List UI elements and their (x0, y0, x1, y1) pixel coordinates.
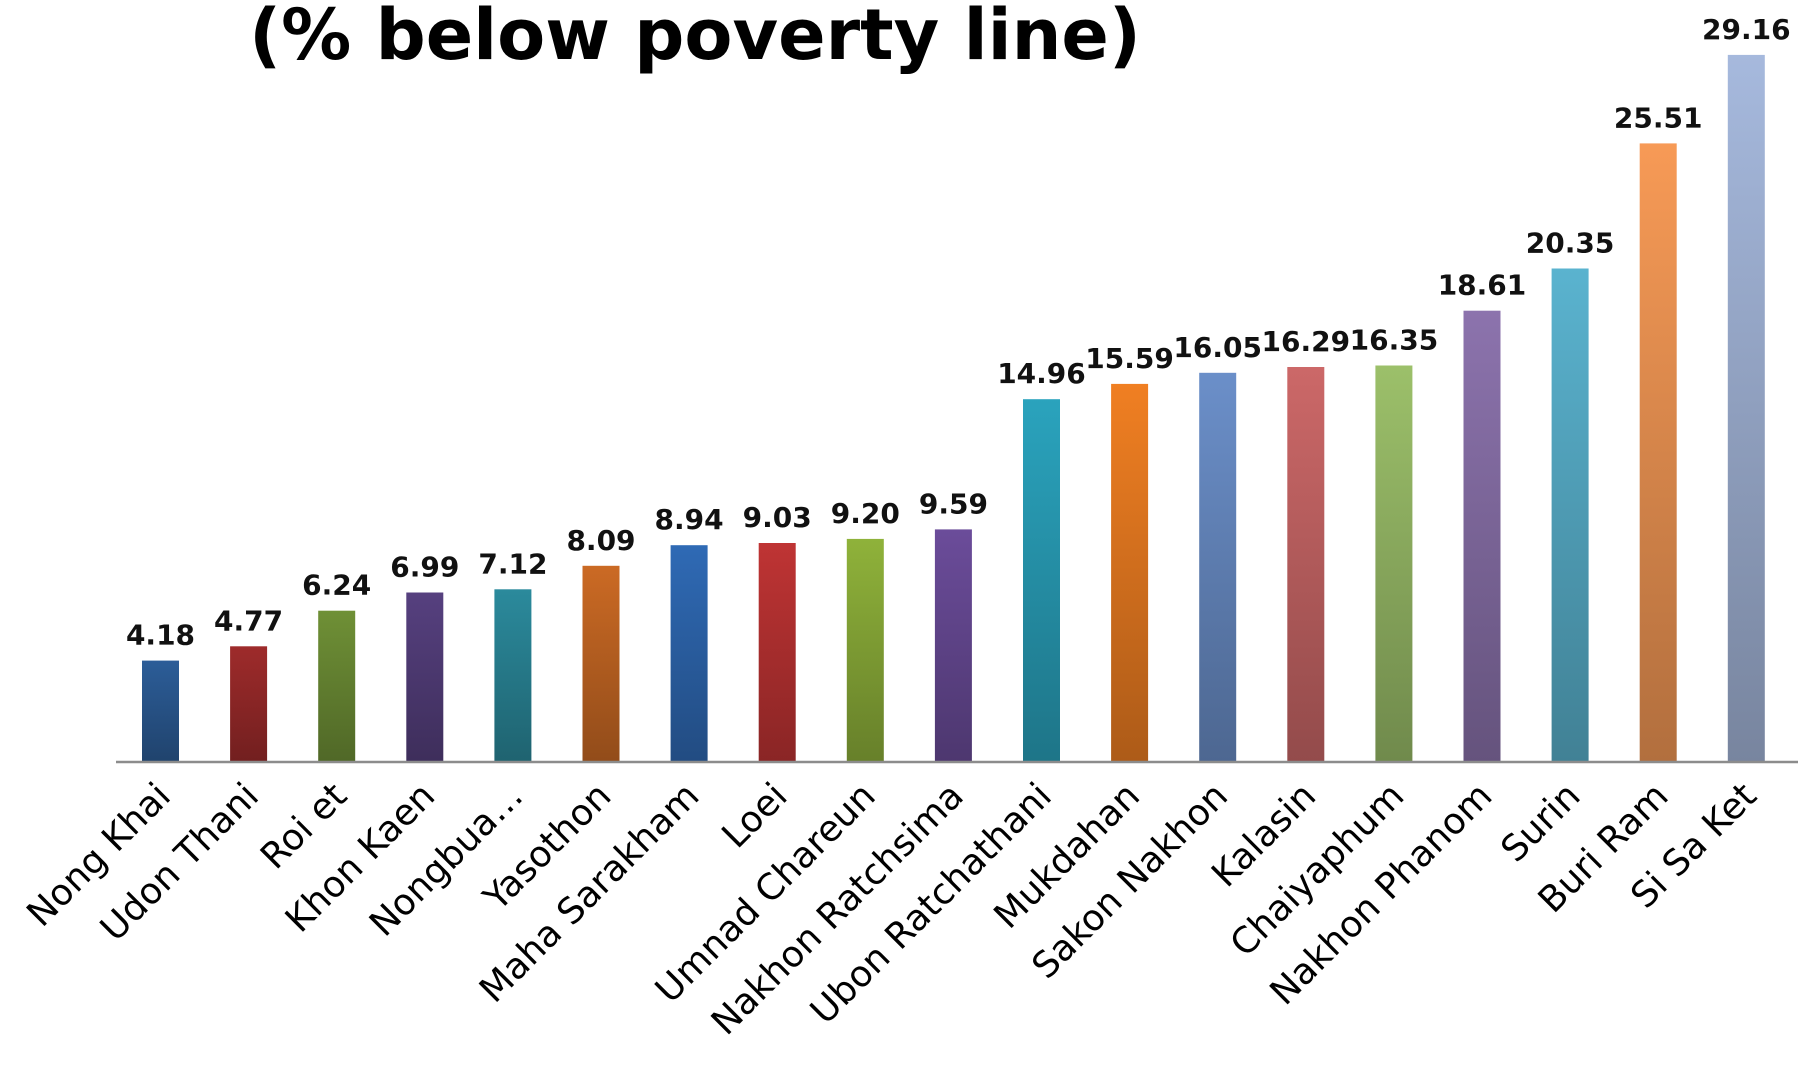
bar-2 (318, 610, 356, 762)
value-label-7: 9.03 (743, 501, 812, 534)
value-label-4: 7.12 (478, 547, 547, 580)
value-label-14: 16.35 (1350, 324, 1439, 357)
value-label-5: 8.09 (566, 524, 635, 557)
bar-1 (230, 646, 268, 762)
bar-4 (494, 589, 532, 762)
bar-6 (670, 545, 708, 762)
bars-layer (142, 54, 1765, 762)
value-label-2: 6.24 (302, 569, 371, 602)
bar-10 (1023, 399, 1060, 762)
bar-12 (1199, 372, 1237, 762)
value-label-12: 16.05 (1173, 331, 1262, 364)
value-label-8: 9.20 (831, 497, 900, 530)
bar-11 (1111, 383, 1149, 762)
value-label-18: 29.16 (1702, 13, 1791, 46)
chart-title: (% below poverty line) (249, 0, 1141, 76)
bar-7 (758, 543, 796, 762)
bar-18 (1727, 54, 1765, 762)
value-label-10: 14.96 (997, 357, 1086, 390)
value-label-13: 16.29 (1262, 325, 1351, 358)
bar-15 (1463, 310, 1501, 762)
value-label-9: 9.59 (919, 487, 988, 520)
value-label-16: 20.35 (1526, 227, 1615, 260)
category-label-7: Loei (715, 775, 796, 856)
value-label-0: 4.18 (126, 619, 195, 652)
bar-5 (582, 565, 620, 762)
bar-0 (142, 660, 179, 762)
value-labels-layer: 4.18 4.77 6.24 6.99 7.12 8.09 8.94 9.03 9.20 9.59… (126, 13, 1791, 652)
value-label-15: 18.61 (1438, 269, 1527, 302)
value-label-1: 4.77 (214, 604, 283, 637)
value-label-3: 6.99 (390, 551, 459, 584)
bar-16 (1551, 268, 1589, 762)
value-label-17: 25.51 (1614, 101, 1703, 134)
bar-8 (846, 538, 884, 762)
bar-14 (1375, 365, 1413, 762)
bar-3 (406, 592, 444, 762)
value-label-6: 8.94 (655, 503, 724, 536)
bar-17 (1639, 143, 1677, 762)
bar-9 (934, 529, 972, 762)
value-label-11: 15.59 (1085, 342, 1174, 375)
bar-13 (1287, 367, 1325, 762)
